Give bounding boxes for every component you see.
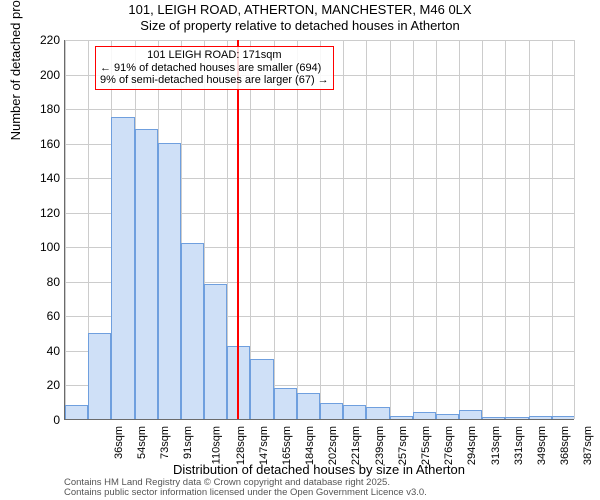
x-tick-label: 239sqm (374, 426, 386, 465)
gridline-v (65, 40, 66, 419)
gridline-v (413, 40, 414, 419)
gridline-v (505, 40, 506, 419)
histogram-bar (343, 405, 366, 419)
gridline-v (574, 40, 575, 419)
gridline-v (529, 40, 530, 419)
x-tick-label: 110sqm (211, 426, 223, 464)
x-tick-label: 275sqm (420, 426, 432, 465)
annotation-box: 101 LEIGH ROAD: 171sqm← 91% of detached … (95, 46, 334, 90)
gridline-v (482, 40, 483, 419)
y-tick-label: 200 (20, 68, 60, 82)
plot-area: 101 LEIGH ROAD: 171sqm← 91% of detached … (64, 40, 574, 420)
x-tick-label: 294sqm (466, 426, 478, 465)
y-tick-label: 160 (20, 137, 60, 151)
gridline-v (390, 40, 391, 419)
gridline-v (552, 40, 553, 419)
gridline-v (320, 40, 321, 419)
y-tick-label: 0 (20, 413, 60, 427)
gridline-v (297, 40, 298, 419)
marker-line (237, 40, 239, 419)
histogram-bar (88, 333, 111, 419)
x-tick-label: 184sqm (304, 426, 316, 465)
y-tick-label: 80 (20, 275, 60, 289)
x-tick-label: 276sqm (443, 426, 455, 465)
gridline-v (366, 40, 367, 419)
x-tick-label: 349sqm (536, 426, 548, 465)
histogram-bar (181, 243, 204, 419)
x-tick-label: 313sqm (490, 426, 502, 465)
x-tick-label: 202sqm (327, 426, 339, 465)
annotation-line: 9% of semi-detached houses are larger (6… (100, 74, 329, 87)
y-tick-label: 220 (20, 33, 60, 47)
x-tick-label: 36sqm (113, 426, 125, 459)
histogram-bar (366, 407, 389, 419)
histogram-bar (390, 416, 413, 419)
y-tick-label: 120 (20, 206, 60, 220)
x-tick-label: 73sqm (159, 426, 171, 459)
x-tick-label: 257sqm (397, 426, 409, 465)
x-tick-label: 91sqm (182, 426, 194, 459)
histogram-bar (274, 388, 297, 419)
x-tick-label: 221sqm (351, 426, 363, 465)
gridline-v (436, 40, 437, 419)
x-tick-label: 387sqm (582, 426, 594, 465)
x-tick-label: 331sqm (513, 426, 525, 465)
annotation-line: 101 LEIGH ROAD: 171sqm (100, 49, 329, 62)
histogram-bar (505, 417, 528, 419)
gridline-v (343, 40, 344, 419)
x-tick-label: 54sqm (136, 426, 148, 459)
histogram-bar (413, 412, 436, 419)
histogram-bar (436, 414, 459, 419)
histogram-bar (158, 143, 181, 419)
histogram-bar (297, 393, 320, 419)
histogram-bar (482, 417, 505, 419)
histogram-bar (320, 403, 343, 419)
chart-title: 101, LEIGH ROAD, ATHERTON, MANCHESTER, M… (0, 2, 600, 17)
x-tick-label: 165sqm (281, 426, 293, 465)
chart-container: 101, LEIGH ROAD, ATHERTON, MANCHESTER, M… (0, 0, 600, 500)
histogram-bar (529, 416, 552, 419)
histogram-bar (204, 284, 227, 419)
attribution-line2: Contains public sector information licen… (64, 488, 427, 498)
histogram-bar (65, 405, 88, 419)
chart-subtitle: Size of property relative to detached ho… (0, 18, 600, 33)
y-tick-label: 140 (20, 171, 60, 185)
gridline-v (459, 40, 460, 419)
x-tick-label: 368sqm (559, 426, 571, 465)
histogram-bar (227, 346, 250, 419)
y-tick-label: 180 (20, 102, 60, 116)
histogram-bar (459, 410, 482, 419)
x-tick-label: 147sqm (258, 426, 270, 465)
attribution: Contains HM Land Registry data © Crown c… (64, 478, 427, 499)
gridline-v (274, 40, 275, 419)
histogram-bar (135, 129, 158, 419)
y-tick-label: 100 (20, 240, 60, 254)
y-tick-label: 20 (20, 378, 60, 392)
histogram-bar (111, 117, 134, 419)
y-tick-label: 40 (20, 344, 60, 358)
x-tick-label: 128sqm (235, 426, 247, 465)
histogram-bar (250, 359, 273, 419)
y-tick-label: 60 (20, 309, 60, 323)
annotation-line: ← 91% of detached houses are smaller (69… (100, 62, 329, 75)
histogram-bar (552, 416, 575, 419)
